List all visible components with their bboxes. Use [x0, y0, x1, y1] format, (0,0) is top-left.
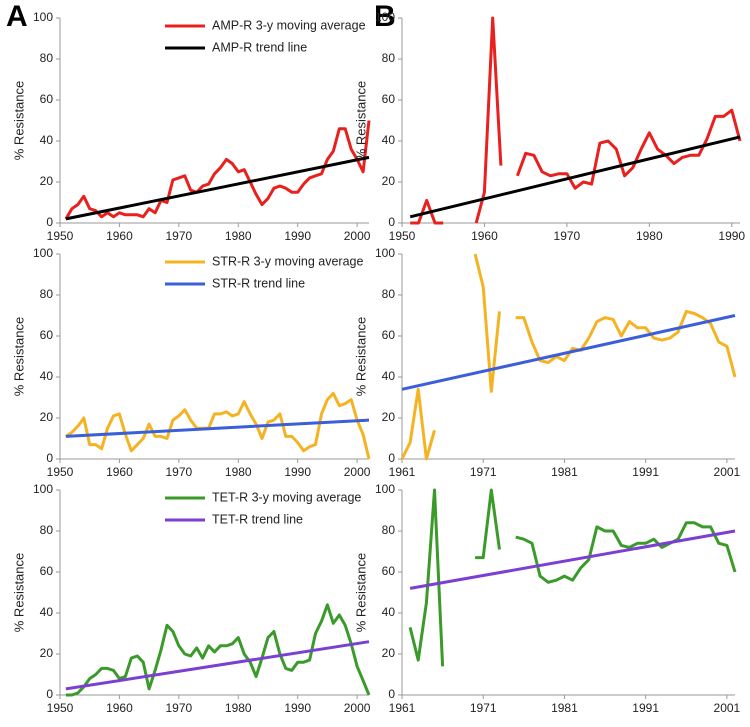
y-tick-label: 100	[375, 10, 395, 24]
x-tick-label: 1960	[471, 229, 498, 243]
x-tick-label: 1950	[47, 701, 74, 715]
x-tick-label: 1981	[551, 701, 578, 715]
x-tick-label: 1980	[636, 229, 663, 243]
x-tick-label: 1970	[165, 701, 192, 715]
x-tick-label: 1960	[106, 465, 133, 479]
y-tick-label: 80	[40, 523, 54, 537]
y-tick-label: 40	[382, 133, 396, 147]
x-tick-label: 1960	[106, 229, 133, 243]
series-line	[64, 120, 371, 220]
x-tick-label: 1980	[225, 229, 252, 243]
x-tick-label: 1970	[165, 229, 192, 243]
series-line	[65, 418, 370, 438]
series-line	[400, 253, 737, 461]
x-tick-label: 1990	[718, 229, 745, 243]
y-tick-label: 60	[382, 564, 396, 578]
y-tick-label: 80	[382, 523, 396, 537]
y-tick-label: 80	[40, 51, 54, 65]
y-tick-label: 80	[40, 287, 54, 301]
y-tick-label: 100	[375, 246, 395, 260]
x-tick-label: 1990	[284, 701, 311, 715]
y-tick-label: 80	[382, 51, 396, 65]
x-tick-label: 1981	[551, 465, 578, 479]
y-tick-label: 60	[382, 92, 396, 106]
y-tick-label: 80	[382, 287, 396, 301]
panel-label: A	[6, 0, 28, 33]
y-tick-label: 40	[382, 605, 396, 619]
y-tick-label: 0	[46, 687, 53, 701]
y-axis-label: % Resistance	[353, 553, 368, 632]
y-tick-label: 0	[46, 215, 53, 229]
x-tick-label: 1971	[470, 465, 497, 479]
x-tick-label: 2001	[714, 465, 741, 479]
x-tick-label: 1990	[284, 465, 311, 479]
y-tick-label: 100	[33, 10, 53, 24]
x-tick-label: 1980	[225, 465, 252, 479]
y-tick-label: 100	[33, 246, 53, 260]
x-tick-label: 2001	[714, 701, 741, 715]
y-tick-label: 20	[382, 174, 396, 188]
x-tick-label: 1950	[47, 465, 74, 479]
x-tick-label: 2000	[344, 701, 371, 715]
legend-label: AMP-R 3-y moving average	[212, 18, 366, 32]
x-tick-label: 1950	[389, 229, 416, 243]
y-axis-label: % Resistance	[353, 81, 368, 160]
y-tick-label: 100	[375, 482, 395, 496]
series-line	[409, 135, 741, 219]
x-tick-label: 1991	[632, 701, 659, 715]
y-axis-label: % Resistance	[11, 317, 26, 396]
y-tick-label: 60	[40, 92, 54, 106]
y-tick-label: 0	[388, 687, 395, 701]
y-tick-label: 40	[382, 369, 396, 383]
x-tick-label: 1990	[284, 229, 311, 243]
x-tick-label: 1971	[470, 701, 497, 715]
y-axis-label: % Resistance	[11, 81, 26, 160]
series-line	[65, 391, 371, 460]
x-tick-label: 1961	[389, 701, 416, 715]
y-tick-label: 0	[388, 451, 395, 465]
y-tick-label: 20	[40, 410, 54, 424]
y-tick-label: 0	[388, 215, 395, 229]
x-tick-label: 1970	[165, 465, 192, 479]
y-tick-label: 60	[40, 564, 54, 578]
y-tick-label: 20	[382, 646, 396, 660]
x-tick-label: 1970	[554, 229, 581, 243]
x-tick-label: 1980	[225, 701, 252, 715]
y-tick-label: 20	[40, 174, 54, 188]
series-line	[65, 640, 370, 691]
series-line	[410, 16, 742, 225]
x-tick-label: 1960	[106, 701, 133, 715]
y-axis-label: % Resistance	[353, 317, 368, 396]
legend-label: TET-R trend line	[212, 512, 303, 526]
x-tick-label: 1950	[47, 229, 74, 243]
series-line	[409, 529, 736, 590]
legend-label: AMP-R trend line	[212, 40, 307, 54]
legend-label: TET-R 3-y moving average	[212, 490, 361, 504]
y-tick-label: 40	[40, 369, 54, 383]
y-tick-label: 60	[382, 328, 396, 342]
y-tick-label: 20	[382, 410, 396, 424]
panel-label: B	[374, 0, 396, 33]
y-tick-label: 0	[46, 451, 53, 465]
x-tick-label: 2000	[344, 229, 371, 243]
y-tick-label: 60	[40, 328, 54, 342]
x-tick-label: 1961	[389, 465, 416, 479]
x-tick-label: 2000	[344, 465, 371, 479]
y-axis-label: % Resistance	[11, 553, 26, 632]
legend-label: STR-R 3-y moving average	[212, 254, 363, 268]
y-tick-label: 40	[40, 605, 54, 619]
series-line	[401, 314, 736, 391]
series-line	[65, 603, 371, 697]
series-line	[408, 488, 737, 667]
series-line	[65, 155, 370, 221]
legend-label: STR-R trend line	[212, 276, 305, 290]
y-tick-label: 100	[33, 482, 53, 496]
y-tick-label: 20	[40, 646, 54, 660]
x-tick-label: 1991	[632, 465, 659, 479]
y-tick-label: 40	[40, 133, 54, 147]
